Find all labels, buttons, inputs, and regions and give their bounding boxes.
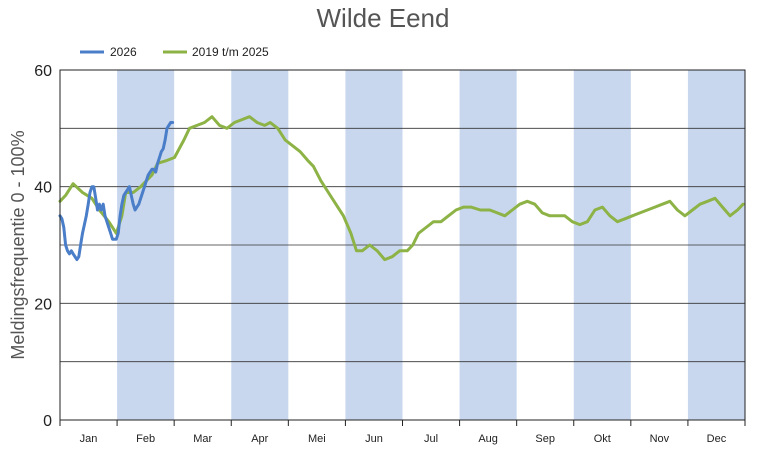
y-tick-40: 40 <box>34 180 52 197</box>
x-tick-jul: Jul <box>424 433 438 445</box>
y-tick-labels: 0 20 40 60 <box>34 63 52 430</box>
x-tick-okt: Okt <box>594 433 611 445</box>
x-tick-sep: Sep <box>535 433 555 445</box>
x-tick-mei: Mei <box>308 433 326 445</box>
x-tick-aug: Aug <box>478 433 498 445</box>
x-tick-jun: Jun <box>365 433 383 445</box>
legend-label-2026: 2026 <box>110 45 137 59</box>
x-tick-labels: Jan Feb Mar Apr Mei Jun Jul Aug Sep Okt Nov Dec <box>59 420 746 445</box>
y-tick-20: 20 <box>34 296 52 313</box>
series-lines <box>58 115 745 262</box>
x-tick-feb: Feb <box>136 433 155 445</box>
legend-label-2019-2025: 2019 t/m 2025 <box>192 45 269 59</box>
gridlines <box>60 127 745 363</box>
x-tick-mar: Mar <box>193 433 212 445</box>
series-line-2026 <box>58 121 175 262</box>
x-tick-apr: Apr <box>251 433 268 445</box>
x-tick-nov: Nov <box>650 433 670 445</box>
y-axis-label: Meldingsfrequentie 0 - 100% <box>8 130 28 359</box>
x-tick-jan: Jan <box>80 433 98 445</box>
y-tick-60: 60 <box>34 63 52 80</box>
y-tick-0: 0 <box>43 413 52 430</box>
x-tick-dec: Dec <box>707 433 727 445</box>
legend: 2026 2019 t/m 2025 <box>80 45 269 59</box>
series-line-2019-2025 <box>58 115 745 262</box>
chart-title: Wilde Eend <box>317 3 450 33</box>
